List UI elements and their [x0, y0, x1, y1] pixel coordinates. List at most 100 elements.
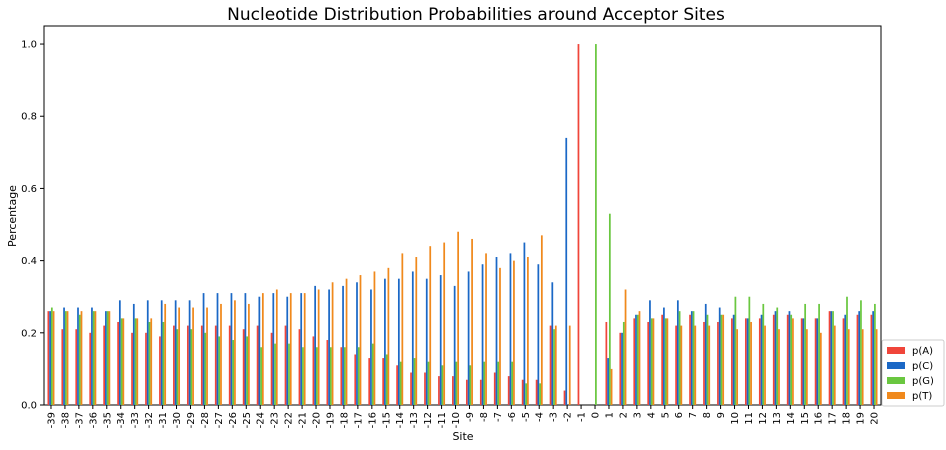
bar — [261, 293, 264, 405]
bar — [465, 379, 468, 405]
x-tick-label: -7 — [493, 412, 504, 422]
bar — [410, 372, 412, 405]
bar — [300, 293, 303, 405]
bar — [622, 321, 625, 405]
bar — [317, 289, 320, 405]
bar — [178, 307, 181, 405]
bar — [638, 311, 641, 405]
bar — [192, 307, 194, 405]
bar — [833, 325, 836, 405]
y-axis-label: Percentage — [6, 185, 19, 247]
legend-label: p(A) — [912, 346, 933, 357]
bar — [676, 300, 679, 405]
bar — [483, 361, 486, 405]
x-tick-label: -23 — [270, 412, 281, 428]
bar — [521, 379, 524, 405]
bar — [527, 257, 529, 405]
bar — [329, 347, 332, 405]
bar — [828, 311, 831, 405]
x-tick-label: 18 — [842, 412, 853, 425]
bar — [680, 325, 683, 405]
bar — [856, 314, 859, 405]
bar — [382, 358, 385, 405]
bar — [274, 343, 276, 405]
bar — [636, 314, 639, 405]
x-tick-label: -5 — [521, 412, 532, 422]
bar — [118, 300, 121, 405]
bar — [744, 318, 747, 405]
bar — [216, 293, 219, 405]
bar — [497, 361, 500, 405]
x-tick-label: -1 — [577, 412, 588, 422]
y-tick-label: 0.8 — [21, 112, 37, 123]
bar — [186, 325, 189, 405]
bar — [513, 260, 515, 405]
bar — [455, 361, 458, 405]
bar — [425, 278, 428, 405]
bar — [64, 311, 67, 405]
x-tick-label: 10 — [730, 412, 741, 425]
bar — [174, 300, 177, 405]
x-tick-label: -2 — [563, 412, 574, 422]
bar — [326, 340, 329, 405]
bar — [861, 329, 864, 405]
y-tick-label: 1.0 — [21, 40, 37, 51]
bar — [736, 329, 739, 405]
bar — [316, 347, 318, 405]
bar — [523, 242, 526, 405]
bar — [284, 325, 287, 405]
bar — [664, 318, 667, 405]
bar — [248, 303, 250, 405]
x-tick-label: -24 — [256, 412, 267, 428]
bar — [485, 253, 487, 405]
bar — [260, 347, 262, 405]
bar — [150, 318, 153, 405]
x-tick-label: -37 — [74, 412, 85, 428]
x-tick-label: 11 — [744, 412, 755, 425]
bar — [549, 325, 552, 405]
bar — [159, 336, 161, 405]
bar — [635, 314, 637, 405]
bar — [499, 267, 501, 405]
x-tick-label: -10 — [451, 412, 462, 428]
bar — [275, 289, 278, 405]
bar — [343, 347, 346, 405]
bar — [790, 314, 793, 405]
bar — [202, 293, 205, 405]
bar — [774, 311, 777, 405]
bar — [80, 311, 83, 405]
bar — [132, 303, 135, 405]
bar — [800, 318, 803, 405]
bar — [399, 361, 402, 405]
bar — [288, 343, 290, 405]
bar — [717, 321, 719, 405]
bar — [188, 300, 191, 405]
bar — [467, 271, 470, 405]
bar — [694, 325, 697, 405]
y-tick-label: 0.4 — [21, 256, 37, 267]
x-tick-label: 3 — [632, 412, 643, 418]
bar — [758, 318, 761, 405]
bar — [256, 325, 259, 405]
bar — [427, 361, 430, 405]
bar — [173, 325, 175, 405]
y-tick-label: 0.0 — [21, 401, 37, 412]
bar — [804, 303, 807, 405]
bar — [77, 307, 79, 405]
x-tick-label: -21 — [298, 412, 309, 428]
bar — [832, 311, 834, 405]
bar — [370, 289, 372, 405]
bar — [875, 329, 878, 405]
bar — [160, 300, 163, 405]
x-tick-label: 7 — [688, 412, 699, 418]
x-tick-label: -3 — [549, 412, 560, 422]
bar — [63, 307, 65, 405]
bar — [776, 307, 779, 405]
bar — [120, 318, 123, 405]
bar — [429, 246, 432, 405]
x-tick-label: -12 — [423, 412, 434, 428]
bar — [286, 296, 289, 405]
bar — [146, 300, 149, 405]
bar — [678, 311, 681, 405]
bar — [75, 329, 78, 405]
